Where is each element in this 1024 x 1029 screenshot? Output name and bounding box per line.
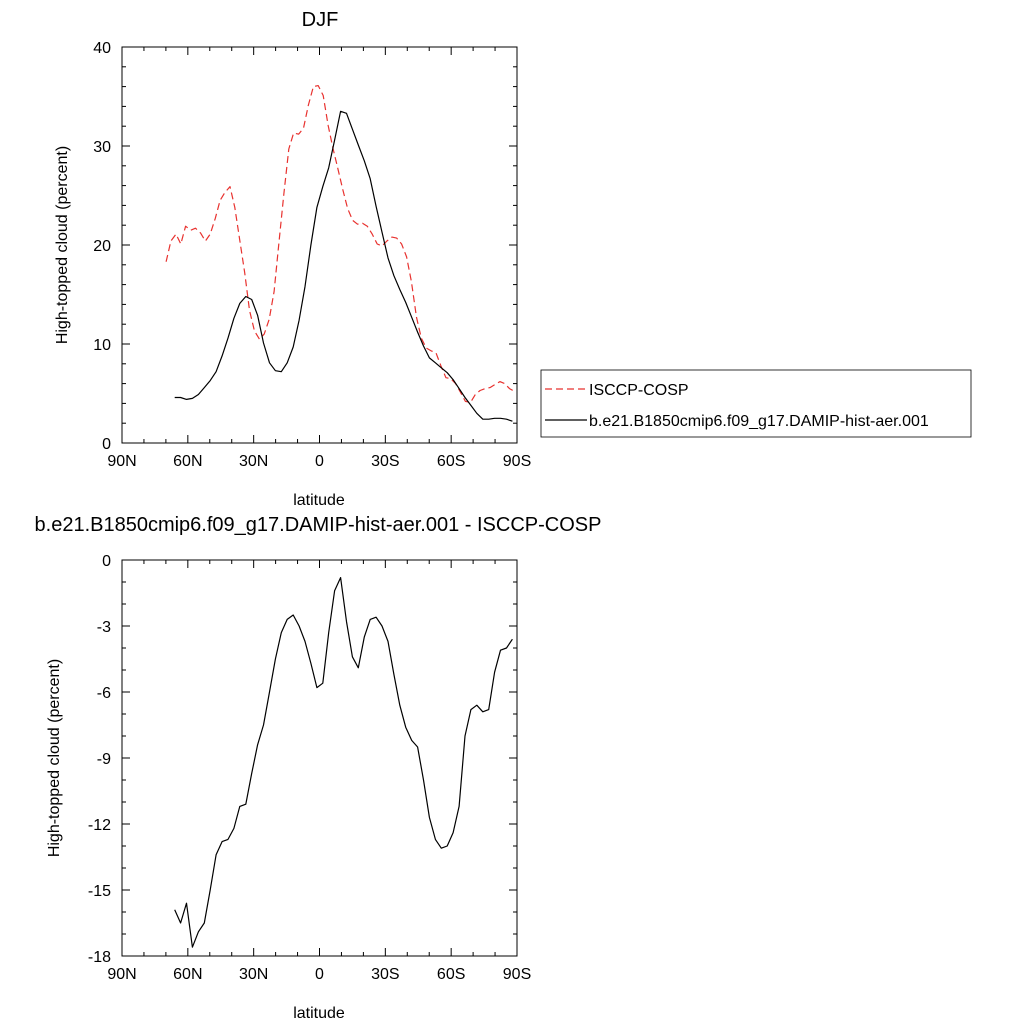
bottom-ytick-label: -6 xyxy=(97,685,111,702)
top-xtick-label: 90S xyxy=(503,453,531,470)
top-axis-ticks xyxy=(121,46,518,444)
bottom-panel: b.e21.B1850cmip6.f09_g17.DAMIP-hist-aer.… xyxy=(35,514,602,1022)
bottom-xtick-label: 30N xyxy=(239,966,268,983)
top-ytick-label: 30 xyxy=(93,139,111,156)
bottom-xtick-label: 0 xyxy=(315,966,324,983)
bottom-series-line-model xyxy=(174,576,513,948)
bottom-plot-frame xyxy=(121,559,518,957)
top-plot-frame xyxy=(121,46,518,444)
top-chart-title: DJF xyxy=(302,9,339,31)
top-xtick-label: 90N xyxy=(107,453,136,470)
bottom-tick-labels: 90N 60N 30N 0 30S 60S 90S 0 -3 -6 -9 -12 -15 -18 xyxy=(88,553,531,983)
top-series-line-isccp-cosp xyxy=(165,84,515,403)
bottom-xtick-label: 60S xyxy=(437,966,465,983)
top-tick-labels: 90N 60N 30N 0 30S 60S 90S 0 10 20 30 40 xyxy=(93,40,531,470)
bottom-ytick-label: -3 xyxy=(97,619,111,636)
top-xtick-label: 60N xyxy=(173,453,202,470)
top-xtick-label: 30N xyxy=(239,453,268,470)
top-xtick-label: 30S xyxy=(371,453,399,470)
top-ytick-label: 40 xyxy=(93,40,111,57)
top-xtick-label: 60S xyxy=(437,453,465,470)
bottom-axis-ticks xyxy=(121,559,518,957)
bottom-xtick-label: 60N xyxy=(173,966,202,983)
bottom-xtick-label: 30S xyxy=(371,966,399,983)
top-ytick-label: 10 xyxy=(93,337,111,354)
top-xtick-label: 0 xyxy=(315,453,324,470)
bottom-ytick-label: -15 xyxy=(88,883,111,900)
top-panel: DJF 90N 60N 30N 0 30S 60S 90S 0 10 20 30 40 latitud… xyxy=(54,9,531,509)
top-series-line-model xyxy=(174,110,513,422)
bottom-chart-title: b.e21.B1850cmip6.f09_g17.DAMIP-hist-aer.… xyxy=(35,514,602,536)
bottom-ytick-label: 0 xyxy=(102,553,111,570)
bottom-x-axis-label: latitude xyxy=(293,1005,345,1022)
bottom-ytick-label: -12 xyxy=(88,817,111,834)
legend-label-model: b.e21.B1850cmip6.f09_g17.DAMIP-hist-aer.… xyxy=(589,413,929,430)
top-series-lines xyxy=(165,84,515,422)
bottom-y-axis-label: High-topped cloud (percent) xyxy=(46,659,63,857)
top-x-axis-label: latitude xyxy=(293,492,345,509)
top-ytick-label: 20 xyxy=(93,238,111,255)
bottom-xtick-label: 90S xyxy=(503,966,531,983)
legend-box xyxy=(540,369,972,438)
bottom-ytick-label: -18 xyxy=(88,949,111,966)
bottom-xtick-label: 90N xyxy=(107,966,136,983)
legend: ISCCP-COSP b.e21.B1850cmip6.f09_g17.DAMI… xyxy=(540,369,972,438)
top-ytick-label: 0 xyxy=(102,436,111,453)
legend-label-isccp-cosp: ISCCP-COSP xyxy=(589,382,689,399)
bottom-ytick-label: -9 xyxy=(97,751,111,768)
top-y-axis-label: High-topped cloud (percent) xyxy=(54,146,71,344)
bottom-series-lines xyxy=(174,576,513,948)
